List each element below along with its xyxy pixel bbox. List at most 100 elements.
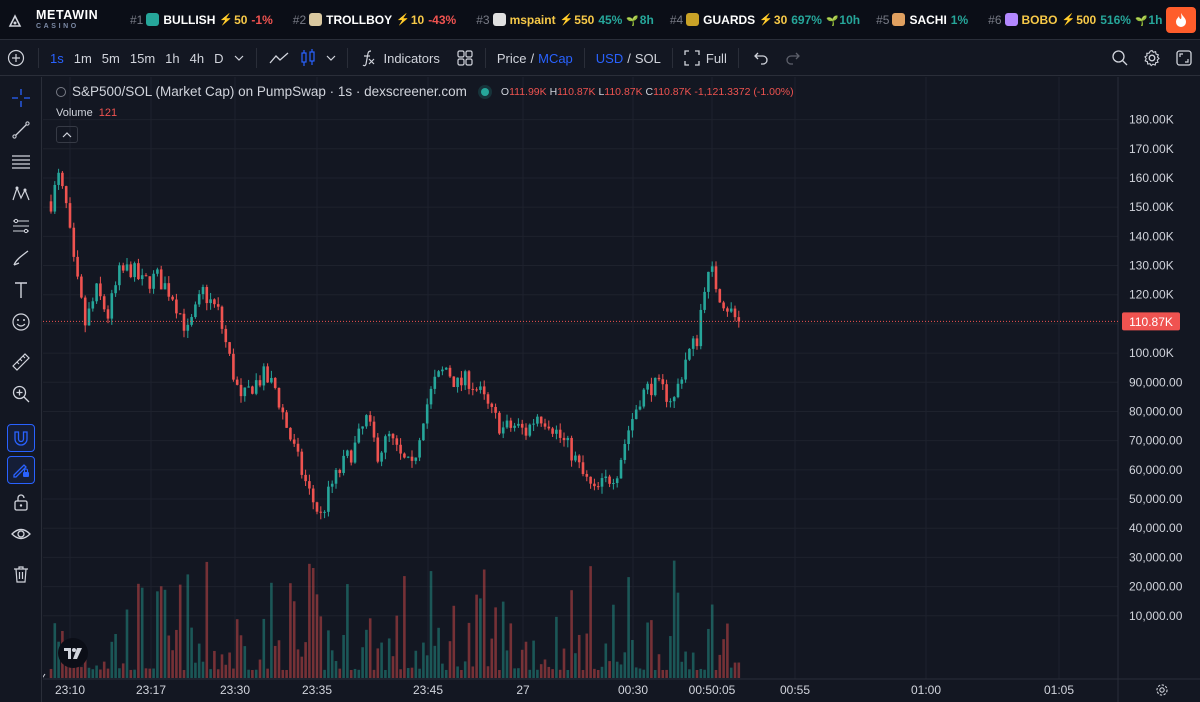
timeframe-4h-button[interactable]: 4h [189, 50, 205, 66]
volume-bar [710, 604, 714, 678]
fib-tool[interactable] [7, 148, 35, 176]
ticker-rank: #4 [669, 12, 684, 27]
line-chart-button[interactable] [263, 44, 295, 72]
candles-button[interactable] [295, 44, 321, 72]
volume-bar [376, 648, 380, 678]
volume-bar [273, 645, 277, 678]
emoji-tool[interactable] [7, 308, 35, 336]
price-option[interactable]: Price [496, 50, 527, 66]
pattern-tool[interactable] [7, 180, 35, 208]
trash-icon [14, 566, 28, 583]
remove-drawings-tool[interactable] [7, 560, 35, 588]
candle-body [175, 299, 178, 314]
candle-body [152, 273, 155, 289]
timeframe-1m-button[interactable]: 1m [73, 50, 92, 66]
volume-bar [152, 668, 155, 678]
indicators-button[interactable]: Indicators [354, 44, 444, 72]
volume-bar [106, 668, 110, 678]
ticker-item[interactable]: #5 SACHI 1% [876, 13, 972, 27]
price-mcap-toggle[interactable]: Price / MCap [492, 44, 578, 72]
mcap-option[interactable]: MCap [538, 50, 573, 66]
candle-body [509, 420, 513, 428]
volume-bar [296, 649, 300, 678]
candle-body [391, 433, 395, 439]
volume-bar [346, 584, 349, 678]
timeframe-D-button[interactable]: D [214, 50, 224, 66]
crosshair-tool[interactable] [7, 84, 35, 112]
prediction-tool[interactable] [7, 212, 35, 240]
tradingview-logo[interactable] [58, 638, 88, 668]
time-axis-label: 27 [516, 683, 530, 697]
volume-bar [384, 669, 387, 678]
usd-option[interactable]: USD [595, 50, 624, 66]
chart-type-dropdown[interactable] [321, 44, 341, 72]
divider [737, 48, 739, 68]
volume-bar [471, 666, 475, 678]
candle-body [710, 266, 714, 272]
time-axis-label: 23:10 [55, 683, 85, 697]
collapse-legend-button[interactable] [56, 126, 78, 143]
volume-bar [403, 576, 406, 678]
add-symbol-button[interactable] [0, 44, 32, 72]
candle-body [634, 409, 638, 420]
measure-tool[interactable] [7, 348, 35, 376]
boost-count: 50 [234, 12, 248, 27]
lock-drawings-tool[interactable] [7, 488, 35, 516]
quick-search-button[interactable] [1104, 44, 1136, 72]
price-chart[interactable]: 10,000.00 20,000.00 30,000.00 40,000.00 50,0… [43, 77, 1200, 702]
settings-button[interactable] [1136, 44, 1168, 72]
volume-bar [513, 668, 516, 678]
slash-separator: / [530, 50, 535, 66]
timeframe-1h-button[interactable]: 1h [165, 50, 180, 66]
volume-bar [224, 664, 228, 678]
currency-toggle[interactable]: USD / SOL [591, 44, 666, 72]
ticker-item[interactable]: #2 TROLLBOY ⚡ 10 -43% [293, 13, 460, 27]
metawin-logo[interactable]: METAWIN CASINO [0, 9, 130, 30]
volume-bar [308, 563, 311, 678]
low-label: L [598, 85, 605, 98]
ticker-item[interactable]: #3 mspaint ⚡ 550 45% 🌱8h [476, 13, 654, 27]
layouts-button[interactable] [451, 44, 479, 72]
redo-button[interactable] [777, 44, 809, 72]
stay-in-drawing-mode-tool[interactable] [7, 456, 35, 484]
volume-bar [642, 669, 646, 678]
eye-icon [11, 528, 31, 540]
volume-bar [577, 634, 581, 678]
drawing-toolbar [0, 77, 42, 702]
brush-tool[interactable] [7, 244, 35, 272]
zoom-in-tool[interactable] [7, 380, 35, 408]
volume-bar [551, 669, 554, 678]
timeframe-1s-button[interactable]: 1s [50, 50, 64, 66]
ticker-item[interactable]: #1 BULLISH ⚡ 50 -1% [130, 13, 277, 27]
volume-bar [289, 583, 292, 678]
full-button[interactable]: Full [679, 44, 732, 72]
trend-line-tool[interactable] [7, 116, 35, 144]
volume-bar [524, 641, 528, 678]
timeframe-15m-button[interactable]: 15m [129, 50, 156, 66]
volume-bar [148, 668, 152, 678]
candle-body [581, 462, 585, 475]
timeframe-5m-button[interactable]: 5m [101, 50, 120, 66]
candle-body [608, 476, 611, 484]
sol-option[interactable]: SOL [634, 50, 661, 66]
candle-body [300, 451, 304, 475]
volume-bar [228, 652, 231, 678]
axis-settings-button[interactable] [1155, 683, 1169, 702]
undo-button[interactable] [745, 44, 777, 72]
pencil-lock-icon [13, 464, 29, 478]
sprout-icon: 🌱 [1134, 15, 1148, 27]
trending-fire-button[interactable] [1166, 7, 1196, 33]
fullscreen-button[interactable] [1168, 44, 1200, 72]
volume-bar [406, 668, 410, 678]
candle-body [551, 428, 554, 434]
function-icon [363, 50, 375, 67]
ticker-rank: #1 [130, 12, 144, 27]
ticker-item[interactable]: #6 BOBO ⚡ 500 516% 🌱1h [988, 13, 1162, 27]
volume-bar [114, 634, 117, 678]
dexscreener-logo-icon[interactable] [8, 13, 22, 27]
ticker-item[interactable]: #4 GUARDS ⚡ 30 697% 🌱10h [670, 13, 860, 27]
timeframe-dropdown[interactable] [228, 44, 250, 72]
magnet-tool[interactable] [7, 424, 35, 452]
text-tool[interactable] [7, 276, 35, 304]
hide-drawings-tool[interactable] [7, 520, 35, 548]
